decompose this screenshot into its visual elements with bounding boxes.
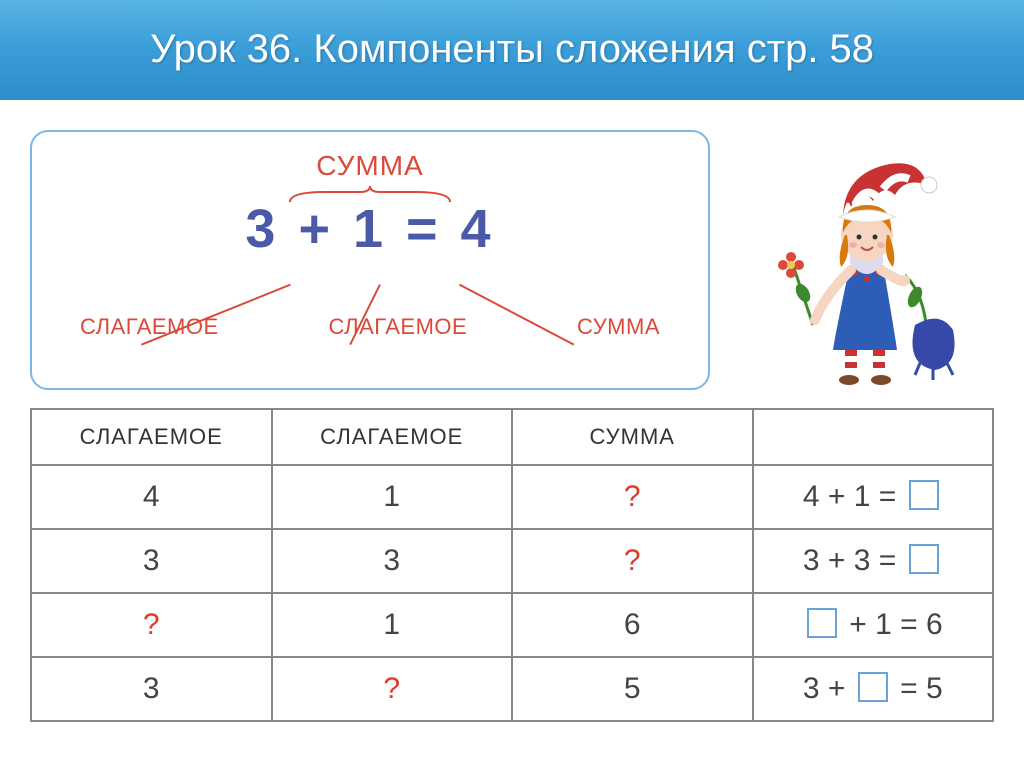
table-header-row: СЛАГАЕМОЕ СЛАГАЕМОЕ СУММА	[31, 409, 993, 465]
table-cell: ?	[512, 465, 753, 529]
equation-text: 3 + 1 = 4	[72, 202, 668, 256]
table-row: 33?3 + 3 =	[31, 529, 993, 593]
answer-box	[909, 544, 939, 574]
table-cell: 3	[31, 657, 272, 721]
slide-header: Урок 36. Компоненты сложения стр. 58	[0, 0, 1024, 100]
table-row: 3?53 + = 5	[31, 657, 993, 721]
table-row: ?16 + 1 = 6	[31, 593, 993, 657]
practice-table: СЛАГАЕМОЕ СЛАГАЕМОЕ СУММА 41?4 + 1 = 33?…	[30, 408, 994, 722]
answer-box	[807, 608, 837, 638]
table-cell: 3	[272, 529, 513, 593]
col-sum: СУММА	[512, 409, 753, 465]
label-sum: СУММА	[577, 314, 660, 340]
answer-box	[909, 480, 939, 510]
label-addend-2: СЛАГАЕМОЕ	[329, 314, 468, 340]
table-cell: 4	[31, 465, 272, 529]
expression-cell: 3 + = 5	[753, 657, 994, 721]
bottom-labels-row: СЛАГАЕМОЕ СЛАГАЕМОЕ СУММА	[72, 314, 668, 340]
practice-table-wrap: СЛАГАЕМОЕ СЛАГАЕМОЕ СУММА 41?4 + 1 = 33?…	[0, 408, 1024, 722]
table-cell: 3	[31, 529, 272, 593]
col-addend-1: СЛАГАЕМОЕ	[31, 409, 272, 465]
table-cell: 5	[512, 657, 753, 721]
col-expression	[753, 409, 994, 465]
sum-label-top: СУММА	[72, 150, 668, 182]
table-row: 41?4 + 1 =	[31, 465, 993, 529]
content-top-row: СУММА 3 + 1 = 4 СЛАГАЕМОЕ СЛАГАЕМОЕ СУММ…	[0, 100, 1024, 408]
table-cell: 1	[272, 465, 513, 529]
elf-girl-illustration	[750, 130, 980, 390]
slide-title: Урок 36. Компоненты сложения стр. 58	[150, 27, 874, 72]
table-cell: ?	[512, 529, 753, 593]
table-cell: 6	[512, 593, 753, 657]
table-cell: ?	[272, 657, 513, 721]
table-cell: 1	[272, 593, 513, 657]
table-cell: ?	[31, 593, 272, 657]
col-addend-2: СЛАГАЕМОЕ	[272, 409, 513, 465]
equation-diagram: СУММА 3 + 1 = 4 СЛАГАЕМОЕ СЛАГАЕМОЕ СУММ…	[30, 130, 710, 390]
answer-box	[858, 672, 888, 702]
expression-cell: + 1 = 6	[753, 593, 994, 657]
label-addend-1: СЛАГАЕМОЕ	[80, 314, 219, 340]
expression-cell: 4 + 1 =	[753, 465, 994, 529]
expression-cell: 3 + 3 =	[753, 529, 994, 593]
